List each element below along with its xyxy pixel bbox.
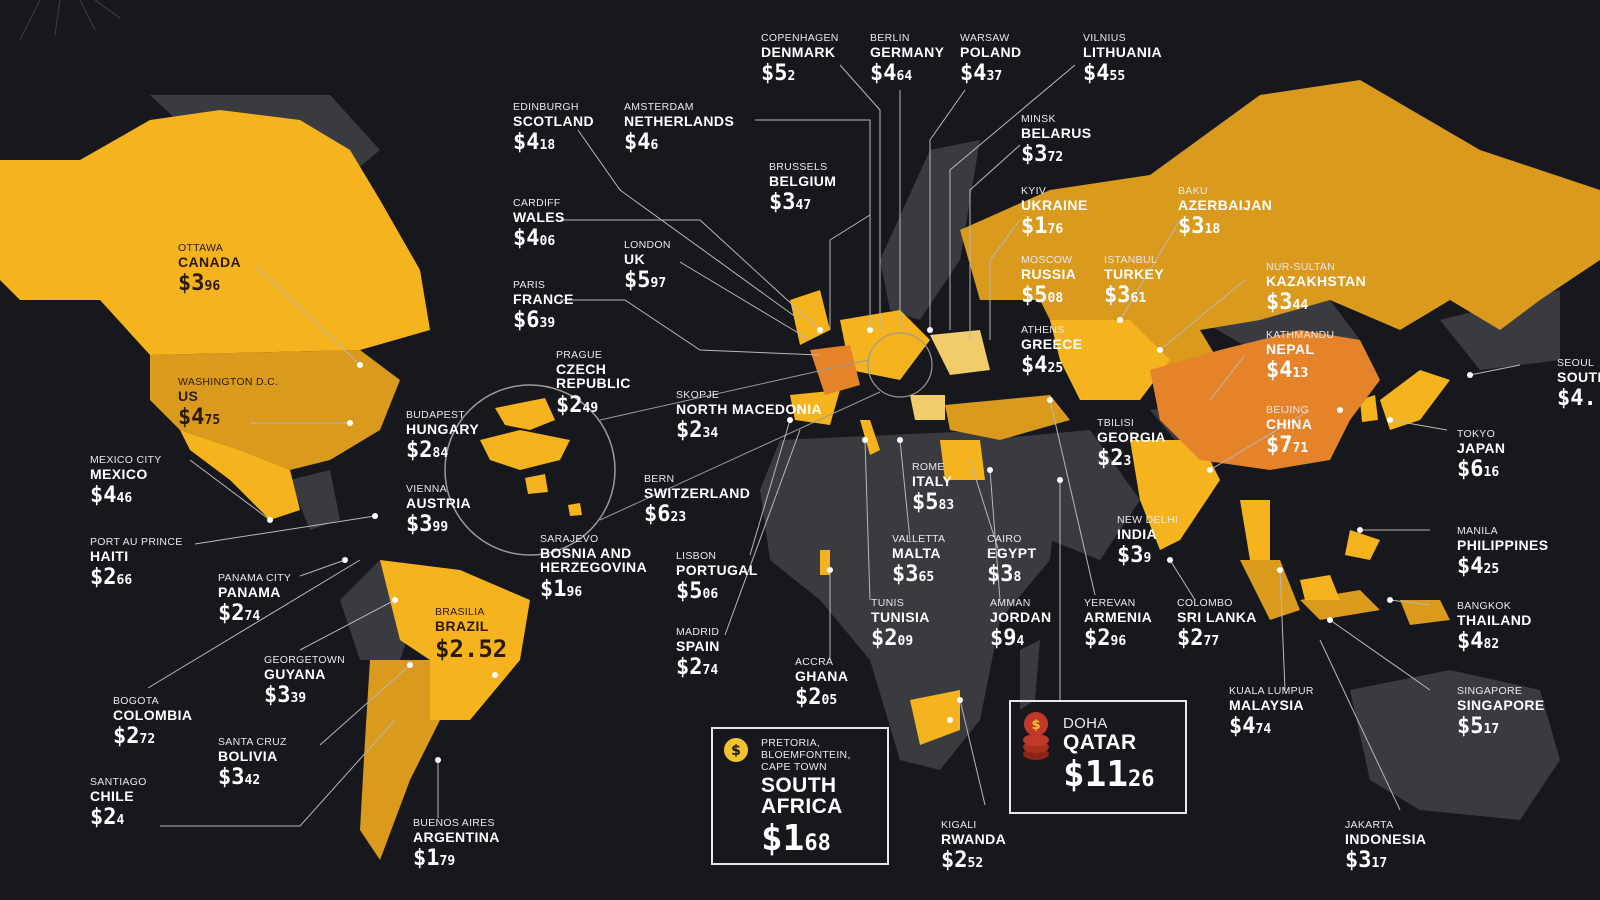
city-pins (267, 317, 1473, 763)
coin-stack-icon: $ (1023, 712, 1049, 760)
inset-connector-line (599, 391, 881, 521)
city-label: PRETORIA, BLOEMFONTEIN, CAPE TOWN (761, 737, 851, 774)
svg-text:$: $ (731, 743, 741, 759)
starburst-decoration (19, 0, 121, 41)
land-tier-top (810, 330, 1380, 470)
inset-connector-line (599, 359, 869, 421)
land-tier-low (910, 330, 990, 420)
country-label: SOUTH AFRICA (761, 774, 843, 818)
price-label: $168 (761, 818, 831, 859)
svg-text:$: $ (1031, 718, 1040, 733)
europe-inset-land (480, 398, 582, 516)
south-africa-callout: $ PRETORIA, BLOEMFONTEIN, CAPE TOWN SOUT… (711, 727, 889, 865)
city-label: DOHA (1063, 715, 1108, 732)
europe-zoom-source-circle (867, 332, 933, 398)
europe-inset-circle (444, 384, 616, 556)
leader-lines (147, 64, 1521, 827)
land-tier-mid (0, 110, 1450, 745)
country-label: QATAR (1063, 731, 1137, 754)
qatar-callout: $ DOHA QATAR $1126 (1009, 700, 1187, 814)
price-label: $1126 (1063, 754, 1155, 795)
dollar-coin-icon: $ (724, 738, 748, 762)
